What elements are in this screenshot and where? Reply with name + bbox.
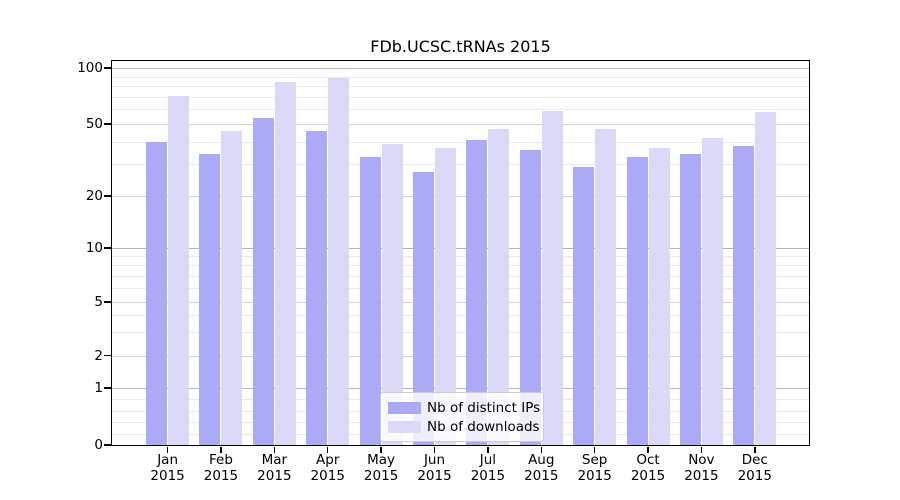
y-axis-tick: [103, 195, 111, 197]
gridline-major: [112, 388, 809, 389]
y-tick-label: 100: [77, 60, 103, 76]
x-axis-tick: [326, 446, 329, 453]
bar-downloads-jun: [435, 147, 456, 445]
bar-distinct-ips-jan: [146, 141, 168, 445]
bar-distinct-ips-jun: [413, 172, 434, 445]
y-tick-label: 50: [85, 116, 103, 132]
bar-distinct-ips-jul: [466, 139, 488, 445]
gridline: [112, 124, 809, 125]
legend-item-downloads: Nb of downloads: [388, 417, 540, 436]
y-axis-tick: [103, 354, 111, 357]
x-tick-label: Aug 2015: [524, 452, 559, 484]
bar-distinct-ips-may: [359, 156, 381, 445]
y-tick-label: 0: [94, 437, 103, 453]
x-axis-tick: [647, 446, 649, 453]
x-tick-label: Sep 2015: [577, 452, 612, 484]
bar-downloads-jul: [488, 128, 510, 445]
x-tick-label: Apr 2015: [310, 452, 345, 484]
bar-distinct-ips-mar: [252, 117, 274, 445]
x-tick-label: Mar 2015: [257, 452, 292, 484]
bar-downloads-jan: [168, 95, 190, 445]
bar-downloads-nov: [701, 137, 723, 445]
y-axis-tick: [103, 247, 111, 249]
x-tick-label: Jun 2015: [417, 452, 452, 484]
x-axis-tick: [273, 446, 276, 453]
bar-distinct-ips-nov: [679, 154, 701, 445]
x-tick-label: Jan 2015: [150, 452, 185, 484]
gridline-minor: [112, 141, 809, 143]
bar-downloads-mar: [274, 82, 296, 445]
gridline-minor: [112, 109, 809, 111]
bar-downloads-may: [381, 143, 403, 445]
x-tick-label: Jul 2015: [470, 452, 506, 484]
x-tick-label: Nov 2015: [684, 452, 719, 484]
legend-label-distinct-ips: Nb of distinct IPs: [427, 399, 541, 416]
x-tick-label: May 2015: [363, 452, 399, 484]
gridline-major: [112, 248, 809, 249]
bar-distinct-ips-dec: [733, 145, 755, 445]
x-tick-label: Feb 2015: [203, 452, 239, 484]
gridline-minor: [112, 256, 809, 258]
gridline-minor: [112, 287, 809, 289]
gridline: [112, 196, 809, 197]
x-axis-tick: [220, 446, 222, 453]
gridline-minor: [112, 331, 809, 333]
bar-distinct-ips-oct: [626, 156, 648, 445]
x-axis-tick: [540, 446, 542, 453]
y-tick-label: 10: [85, 240, 103, 256]
x-axis-tick: [754, 446, 756, 453]
bar-downloads-oct: [648, 147, 670, 445]
x-axis-tick: [593, 446, 596, 453]
x-tick-label: Dec 2015: [737, 452, 772, 484]
gridline-minor: [112, 86, 809, 88]
gridline-minor: [112, 164, 809, 166]
legend-swatch-distinct-ips-icon: [388, 401, 421, 414]
gridline-minor: [112, 96, 809, 98]
legend-label-downloads: Nb of downloads: [427, 418, 540, 435]
x-axis-tick: [700, 446, 703, 453]
y-tick-label: 20: [85, 188, 103, 204]
plot-area: [112, 61, 809, 445]
x-axis-tick: [433, 446, 436, 453]
y-tick-label: 1: [94, 380, 103, 396]
bar-downloads-sep: [595, 128, 617, 445]
legend-item-distinct-ips: Nb of distinct IPs: [388, 398, 540, 417]
y-axis-tick: [103, 444, 111, 446]
bar-downloads-aug: [541, 110, 563, 445]
y-axis-tick: [103, 67, 111, 69]
bar-distinct-ips-sep: [573, 166, 595, 445]
y-axis-tick: [103, 123, 111, 125]
y-tick-label: 5: [94, 294, 103, 310]
bar-distinct-ips-aug: [519, 149, 541, 445]
gridline: [112, 355, 809, 357]
x-axis-tick: [166, 446, 169, 453]
bar-distinct-ips-apr: [306, 130, 328, 445]
legend-swatch-downloads-icon: [388, 420, 421, 433]
gridline-major: [112, 68, 809, 69]
gridline-minor: [112, 315, 809, 317]
gridline: [112, 302, 809, 303]
y-axis-tick: [103, 387, 111, 389]
y-axis-tick: [103, 301, 111, 303]
chart-title: FDb.UCSC.tRNAs 2015: [370, 37, 551, 56]
x-axis-tick: [380, 446, 382, 453]
y-tick-label: 2: [94, 347, 103, 364]
gridline-minor: [112, 265, 809, 267]
legend: Nb of distinct IPs Nb of downloads: [380, 392, 544, 442]
gridline-minor: [112, 275, 809, 277]
x-tick-label: Oct 2015: [630, 452, 666, 484]
x-axis-tick: [487, 446, 489, 453]
bar-downloads-apr: [328, 78, 350, 445]
bar-downloads-feb: [221, 130, 243, 445]
bar-distinct-ips-feb: [199, 154, 221, 445]
bar-downloads-dec: [755, 112, 777, 445]
gridline-minor: [112, 76, 809, 78]
